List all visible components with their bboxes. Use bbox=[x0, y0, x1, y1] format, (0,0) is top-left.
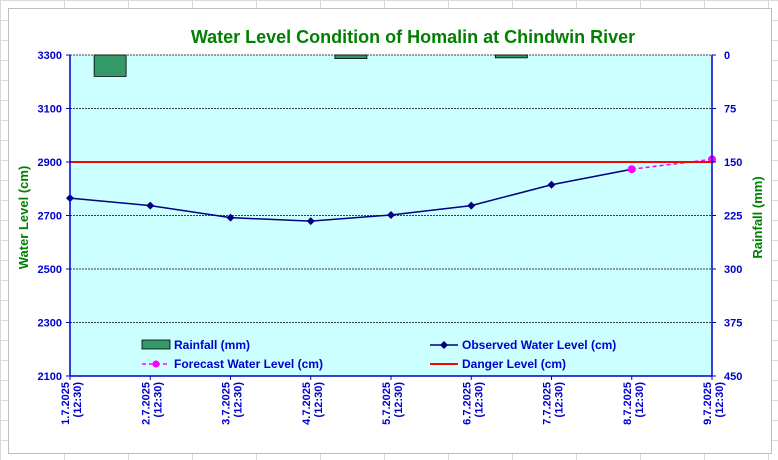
forecast-point bbox=[627, 165, 636, 174]
y-right-tick-label: 225 bbox=[724, 211, 742, 223]
y-left-tick-label: 2500 bbox=[38, 264, 62, 276]
y-left-tick-label: 3100 bbox=[38, 104, 62, 116]
x-tick-label: 4.7.2025(12:30) bbox=[301, 382, 325, 425]
y-right-tick-label: 75 bbox=[724, 104, 736, 116]
legend-marker-observed bbox=[440, 341, 448, 349]
x-tick-label: 1.7.2025(12:30) bbox=[60, 382, 84, 425]
x-tick-label: 2.7.2025(12:30) bbox=[140, 382, 164, 425]
y-right-tick-label: 300 bbox=[724, 264, 742, 276]
legend-label: Rainfall (mm) bbox=[174, 338, 250, 352]
y-right-tick-label: 375 bbox=[724, 318, 742, 330]
y-left-tick-label: 2900 bbox=[38, 157, 62, 169]
y-axis-right-title: Rainfall (mm) bbox=[750, 176, 765, 258]
observed-point bbox=[547, 180, 556, 189]
y-left-tick-label: 2100 bbox=[38, 371, 62, 383]
legend-label: Forecast Water Level (cm) bbox=[174, 357, 323, 371]
rainfall-bars bbox=[93, 54, 528, 77]
x-tick-label: 3.7.2025(12:30) bbox=[221, 382, 245, 425]
observed-point bbox=[467, 201, 476, 210]
x-tick-label: 6.7.2025(12:30) bbox=[461, 382, 485, 425]
legend-marker-forecast bbox=[152, 360, 160, 368]
observed-point bbox=[306, 217, 315, 226]
x-tick-label: 5.7.2025(12:30) bbox=[381, 382, 405, 425]
axes: 3300 3100 2900 2700 2500 2300 2100 0 75 150 225 300… bbox=[38, 50, 743, 425]
legend-swatch-rainfall bbox=[141, 339, 171, 350]
legend: Rainfall (mm) Observed Water Level (cm) Fo… bbox=[141, 338, 616, 371]
chart-title: Water Level Condition of Homalin at Chin… bbox=[191, 27, 635, 47]
observed-line bbox=[69, 168, 632, 222]
observed-point bbox=[146, 201, 155, 210]
x-tick-label: 9.7.2025(12:30) bbox=[702, 382, 726, 425]
y-left-tick-label: 2300 bbox=[38, 318, 62, 330]
rainfall-bar bbox=[494, 54, 528, 59]
observed-point bbox=[387, 210, 395, 219]
legend-label: Observed Water Level (cm) bbox=[462, 338, 616, 352]
legend-label: Danger Level (cm) bbox=[462, 357, 566, 371]
series-lines bbox=[66, 155, 716, 226]
y-right-tick-label: 0 bbox=[724, 50, 730, 62]
x-tick-label: 8.7.2025(12:30) bbox=[622, 382, 646, 425]
y-right-tick-label: 150 bbox=[724, 157, 742, 169]
y-left-tick-label: 3300 bbox=[38, 50, 62, 62]
observed-point bbox=[226, 213, 235, 222]
y-axis-left-title: Water Level (cm) bbox=[16, 166, 31, 270]
y-right-tick-label: 450 bbox=[724, 371, 742, 383]
x-tick-label: 7.7.2025(12:30) bbox=[542, 382, 566, 425]
y-left-tick-label: 2700 bbox=[38, 211, 62, 223]
rainfall-bar bbox=[334, 54, 368, 59]
rainfall-bar bbox=[93, 54, 127, 77]
